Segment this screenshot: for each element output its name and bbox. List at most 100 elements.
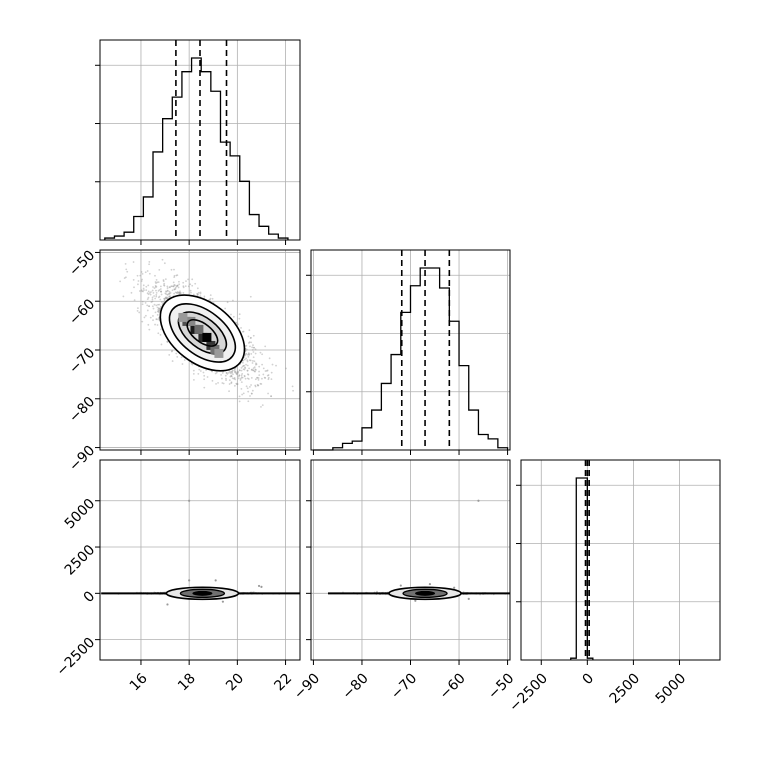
sample-point	[244, 353, 247, 356]
sample-point	[168, 295, 171, 298]
sample-point	[260, 406, 262, 408]
sample-point	[268, 357, 271, 360]
panel-frame	[99, 39, 301, 241]
sample-point	[261, 377, 263, 380]
sample-point	[254, 385, 257, 388]
sample-point	[148, 292, 151, 294]
sample-point	[176, 291, 179, 293]
sample-point	[159, 298, 162, 301]
sample-point	[196, 292, 199, 295]
sample-point	[251, 362, 254, 364]
x-tick-label: 20	[223, 670, 247, 694]
sample-point	[168, 286, 171, 289]
sample-point	[230, 370, 233, 373]
sample-point	[160, 290, 163, 293]
sample-point	[211, 370, 214, 373]
sample-point	[170, 285, 173, 288]
sample-point	[209, 297, 212, 300]
sample-point	[292, 389, 294, 392]
sample-point	[228, 390, 230, 393]
sample-point	[238, 369, 241, 372]
sample-point	[160, 301, 163, 303]
sample-point	[230, 375, 233, 378]
sample-point	[243, 368, 246, 371]
sample-point	[249, 295, 252, 298]
sample-point	[248, 367, 250, 370]
sample-point	[234, 371, 237, 374]
sample-point	[136, 309, 139, 312]
sample-point	[257, 378, 260, 381]
sample-point	[233, 384, 236, 387]
sample-point	[246, 364, 249, 367]
sample-point	[171, 349, 174, 352]
sample-point	[150, 301, 153, 304]
sample-point	[153, 295, 155, 297]
sample-point	[244, 367, 247, 370]
sample-point	[252, 334, 255, 337]
sample-point	[157, 310, 160, 313]
sample-point	[267, 392, 269, 395]
sample-point	[233, 377, 236, 379]
sample-point	[258, 365, 261, 368]
sample-point	[199, 370, 202, 372]
sample-point	[270, 378, 273, 381]
sample-point	[248, 385, 251, 388]
sample-point	[236, 383, 239, 385]
sample-point	[175, 285, 178, 288]
sample-point	[206, 376, 209, 378]
outlier-point	[221, 600, 224, 603]
sample-point	[231, 377, 234, 380]
sample-point	[245, 357, 247, 360]
sample-point	[176, 274, 179, 276]
sample-point	[238, 374, 241, 377]
sample-point	[198, 368, 201, 371]
sample-point	[156, 306, 159, 309]
sample-point	[141, 300, 144, 303]
sample-point	[257, 384, 260, 387]
sample-point	[275, 364, 277, 367]
sample-point	[240, 327, 242, 329]
sample-point	[202, 371, 205, 374]
sample-point	[237, 371, 239, 374]
sample-point	[252, 351, 255, 353]
sample-point	[262, 373, 265, 376]
sample-point	[259, 351, 262, 354]
sample-point	[241, 361, 244, 364]
sample-point	[256, 376, 258, 379]
sample-point	[260, 383, 263, 385]
x-tick-label: 5000	[653, 670, 690, 707]
sample-point	[163, 282, 166, 285]
sample-point	[179, 292, 182, 294]
sample-point	[159, 285, 162, 288]
sample-point	[250, 336, 252, 339]
histogram-steps	[313, 267, 509, 451]
sample-point	[251, 359, 254, 362]
sample-point	[250, 392, 253, 395]
outlier-point	[414, 599, 417, 602]
sample-point	[178, 292, 181, 294]
sample-point	[241, 365, 244, 368]
sample-point	[175, 352, 178, 355]
sample-point	[261, 363, 264, 366]
sample-point	[168, 354, 171, 356]
sample-point	[253, 346, 255, 349]
sample-point	[253, 366, 256, 369]
sample-point	[243, 374, 246, 377]
sample-point	[239, 377, 242, 380]
sample-point	[270, 395, 272, 398]
sample-point	[179, 290, 181, 293]
sample-point	[267, 378, 270, 381]
sample-point	[240, 374, 243, 377]
sample-point	[235, 322, 238, 324]
contour-level	[186, 318, 219, 347]
sample-point	[181, 363, 184, 365]
sample-point	[147, 296, 150, 299]
sample-point	[176, 292, 179, 295]
sample-point	[241, 330, 244, 333]
sample-point	[122, 295, 125, 298]
sample-point	[209, 294, 212, 296]
sample-point	[214, 372, 217, 375]
x-tick-label: −90	[291, 670, 323, 702]
sample-point	[252, 367, 255, 370]
sample-point	[136, 274, 139, 277]
